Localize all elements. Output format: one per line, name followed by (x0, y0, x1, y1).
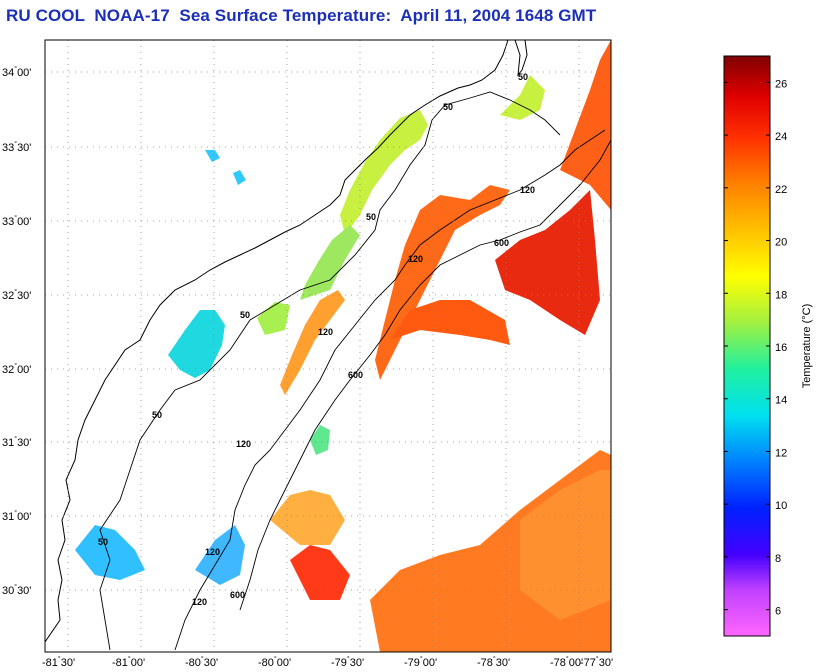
svg-text:32°30': 32°30' (2, 288, 31, 302)
x-tick-label: -80°30' (185, 655, 218, 669)
svg-text:34°00': 34°00' (2, 65, 31, 79)
colorbar-label: Temperature (°C) (801, 304, 813, 388)
contour-label: 50 (152, 410, 162, 420)
sst-patch-small-cyan-b (233, 170, 246, 185)
contour-label: 120 (318, 327, 333, 337)
svg-text:-81°00': -81°00' (112, 655, 145, 669)
sst-patch-south-orange-b (520, 470, 611, 620)
x-tick-label: -78°30' (477, 655, 510, 669)
sst-patch-northeast (560, 40, 611, 210)
y-axis-labels: 34°00' 33°30' 33°00' 32°30' 32°00' 31°30… (2, 65, 31, 597)
sst-patch-small-green (310, 425, 330, 455)
x-tick-label: -80°00' (258, 655, 291, 669)
svg-text:33°30': 33°30' (2, 140, 31, 154)
sst-patch-cool-southb (195, 525, 245, 585)
contour-label: 120 (408, 254, 423, 264)
sst-patch-yellow-mid (270, 490, 345, 545)
colorbar-tick-label: 22 (775, 184, 787, 196)
y-tick-label: 34°00' (2, 65, 31, 79)
sst-patch-carolina-coast (340, 110, 428, 235)
svg-text:-79°30': -79°30' (331, 655, 364, 669)
sst-patch-small-cyan (205, 150, 220, 162)
svg-text:31°00': 31°00' (2, 509, 31, 523)
contour-label: 120 (192, 597, 207, 607)
y-tick-label: 31°00' (2, 509, 31, 523)
contour-label: 50 (366, 212, 376, 222)
x-tick-label: -78°00' (550, 655, 583, 669)
sst-patch-gulfstream-b (390, 300, 510, 345)
sst-patch-red-south (290, 545, 350, 600)
y-tick-label: 31°30' (2, 435, 31, 449)
contour-50m (99, 91, 561, 651)
contour-label: 600 (348, 370, 363, 380)
graticule (45, 40, 611, 652)
contour-label: 600 (494, 238, 509, 248)
colorbar-tick-label: 26 (775, 78, 787, 90)
contour-label: 50 (98, 537, 108, 547)
colorbar-tick-label: 24 (775, 131, 787, 143)
x-axis-labels: -81°30' -81°00' -80°30' -80°00' -79°30' … (42, 655, 613, 669)
colorbar-tick-label: 16 (775, 342, 787, 354)
x-tick-label: -81°30' (42, 655, 75, 669)
sst-patch-gulfstream-a (375, 185, 510, 380)
contour-label: 50 (518, 72, 528, 82)
svg-text:33°00': 33°00' (2, 214, 31, 228)
colorbar-tick-label: 20 (775, 237, 787, 249)
colorbar-tick-label: 14 (775, 395, 787, 407)
x-tick-label: -79°30' (331, 655, 364, 669)
sst-patch-cool-southshelf (168, 310, 225, 378)
y-tick-label: 32°00' (2, 362, 31, 376)
sst-patch-north-band (500, 75, 545, 120)
colorbar-tick-label: 6 (775, 606, 781, 618)
contour-600m (239, 139, 612, 611)
svg-text:-78°00': -78°00' (550, 655, 583, 669)
svg-text:-80°30': -80°30' (185, 655, 218, 669)
sst-patch-cool-south (75, 525, 145, 580)
map-title: RU COOL NOAA-17 Sea Surface Temperature:… (6, 6, 597, 25)
svg-text:-78°30': -78°30' (477, 655, 510, 669)
contour-label: 600 (230, 590, 245, 600)
x-tick-label: -81°00' (112, 655, 145, 669)
sst-patch-small-green-b (257, 302, 290, 335)
svg-text:-77°30': -77°30' (580, 655, 613, 669)
y-tick-label: 32°30' (2, 288, 31, 302)
contour-label: 120 (520, 185, 535, 195)
y-tick-label: 33°30' (2, 140, 31, 154)
x-tick-label: -77°30' (580, 655, 613, 669)
svg-text:31°30': 31°30' (2, 435, 31, 449)
map-border (44, 39, 612, 653)
y-tick-label: 33°00' (2, 214, 31, 228)
contour-label: 120 (205, 547, 220, 557)
sst-patch-inner-shelf (300, 225, 360, 300)
colorbar-gradient (723, 55, 771, 637)
svg-text:-79°00': -79°00' (404, 655, 437, 669)
colorbar-tick-label: 12 (775, 447, 787, 459)
sst-patch-midshelf (280, 290, 345, 395)
colorbar-tick-label: 18 (775, 289, 787, 301)
coastline-islands (514, 39, 528, 77)
colorbar: 6 8 10 12 14 16 18 20 22 24 26 Temperature (°C) (723, 55, 813, 637)
colorbar-ticks: 6 8 10 12 14 16 18 20 22 24 26 (724, 78, 787, 618)
contour-label: 120 (236, 439, 251, 449)
y-tick-label: 30°30' (2, 583, 31, 597)
sst-data-layer (75, 40, 611, 652)
svg-text:-81°30': -81°30' (42, 655, 75, 669)
colorbar-tick-label: 10 (775, 500, 787, 512)
sst-patch-gulfstream-c (495, 190, 600, 335)
colorbar-tick-label: 8 (775, 553, 781, 565)
contour-labels: 50 50 50 50 50 50 120 120 120 120 120 12… (98, 72, 535, 607)
x-tick-label: -79°00' (404, 655, 437, 669)
svg-text:32°00': 32°00' (2, 362, 31, 376)
contour-120m (174, 129, 606, 651)
svg-text:-80°00': -80°00' (258, 655, 291, 669)
contour-label: 50 (240, 310, 250, 320)
contour-label: 50 (443, 102, 453, 112)
svg-text:30°30': 30°30' (2, 583, 31, 597)
